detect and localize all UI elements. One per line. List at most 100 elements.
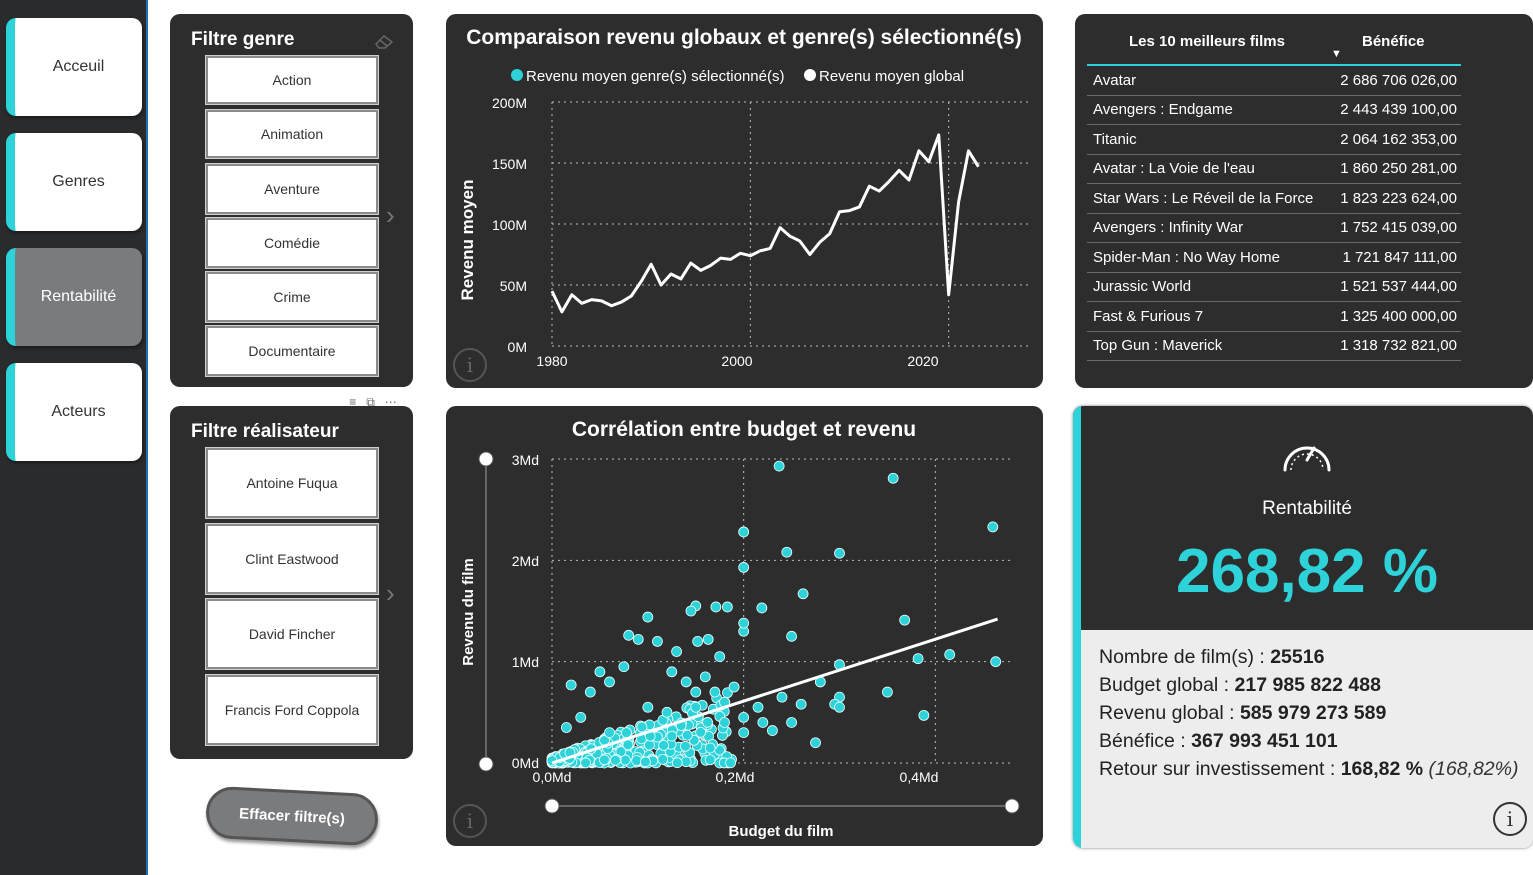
scatter-point[interactable] xyxy=(695,726,707,738)
scatter-point[interactable] xyxy=(610,754,621,766)
scatter-point[interactable] xyxy=(738,727,750,739)
scatter-point[interactable] xyxy=(584,686,596,698)
scatter-point[interactable] xyxy=(738,526,750,538)
series-line-global[interactable] xyxy=(550,133,980,314)
y-range-slider-handle-top[interactable] xyxy=(478,451,494,467)
genre-item-action[interactable]: Action xyxy=(205,55,379,105)
scatter-point[interactable] xyxy=(810,737,821,749)
table-row[interactable]: Top Gun : Maverick 1 318 732 821,00 xyxy=(1087,332,1461,361)
scatter-point[interactable] xyxy=(767,725,778,736)
director-item-clint-eastwood[interactable]: Clint Eastwood xyxy=(205,523,379,595)
scatter-point[interactable] xyxy=(702,633,714,645)
scatter-point[interactable] xyxy=(692,635,704,647)
scatter-point[interactable] xyxy=(725,757,736,769)
table-row[interactable]: Avatar 2 686 706 026,00 xyxy=(1087,66,1461,96)
scatter-point[interactable] xyxy=(776,691,788,703)
nav-button-acceuil[interactable]: Acceuil xyxy=(6,18,142,116)
scatter-point[interactable] xyxy=(887,472,899,484)
info-icon[interactable]: i xyxy=(1493,802,1527,836)
scatter-point[interactable] xyxy=(721,601,733,613)
scatter-point[interactable] xyxy=(666,730,678,742)
sort-desc-icon[interactable]: ▼ xyxy=(1331,48,1342,60)
director-item-francis-ford-coppola[interactable]: Francis Ford Coppola xyxy=(205,674,379,746)
clear-filters-button[interactable]: Effacer filtre(s) xyxy=(204,785,380,847)
y-range-slider-handle-bottom[interactable] xyxy=(478,756,494,772)
scatter-point[interactable] xyxy=(834,547,845,559)
scatter-point[interactable] xyxy=(882,686,893,698)
focus-mode-icon[interactable]: ⧉ xyxy=(366,394,375,409)
chevron-right-icon[interactable]: › xyxy=(386,200,395,230)
scatter-point[interactable] xyxy=(690,686,702,698)
nav-button-rentabilite[interactable]: Rentabilité xyxy=(6,248,142,346)
scatter-point[interactable] xyxy=(657,753,669,765)
scatter-point[interactable] xyxy=(704,754,716,766)
genre-item-comedie[interactable]: Comédie xyxy=(205,217,379,269)
director-item-david-fincher[interactable]: David Fincher xyxy=(205,598,379,670)
scatter-point[interactable] xyxy=(690,701,702,713)
scatter-point[interactable] xyxy=(565,679,577,691)
scatter-point[interactable] xyxy=(699,671,711,683)
genre-item-aventure[interactable]: Aventure xyxy=(205,163,379,215)
scatter-point[interactable] xyxy=(680,740,691,752)
scatter-point[interactable] xyxy=(773,460,785,472)
eraser-icon[interactable] xyxy=(373,32,395,50)
table-row[interactable]: Avengers : Endgame 2 443 439 100,00 xyxy=(1087,96,1461,125)
scatter-point[interactable] xyxy=(644,739,655,751)
scatter-point[interactable] xyxy=(680,676,692,688)
table-row[interactable]: Star Wars : Le Réveil de la Force 1 823 2… xyxy=(1087,184,1461,214)
more-options-icon[interactable]: ⋯ xyxy=(384,395,397,409)
genre-item-documentaire[interactable]: Documentaire xyxy=(205,325,379,377)
scatter-point[interactable] xyxy=(621,727,632,738)
scatter-point[interactable] xyxy=(631,755,643,766)
nav-button-genres[interactable]: Genres xyxy=(6,133,142,231)
chevron-right-icon[interactable]: › xyxy=(386,578,395,608)
table-row[interactable]: Fast & Furious 7 1 325 400 000,00 xyxy=(1087,302,1461,332)
table-row[interactable]: Avatar : La Voie de l'eau 1 860 250 281,0… xyxy=(1087,155,1461,184)
scatter-point[interactable] xyxy=(719,717,730,728)
scatter-point[interactable] xyxy=(681,729,693,741)
scatter-point[interactable] xyxy=(642,611,654,623)
scatter-point[interactable] xyxy=(604,676,615,688)
table-header-film[interactable]: Les 10 meilleurs films xyxy=(1129,33,1285,50)
scatter-point[interactable] xyxy=(738,562,750,573)
scatter-point[interactable] xyxy=(639,756,651,768)
scatter-point[interactable] xyxy=(658,739,669,751)
scatter-point[interactable] xyxy=(710,601,722,613)
scatter-point[interactable] xyxy=(990,656,1002,668)
scatter-point[interactable] xyxy=(899,614,911,626)
scatter-point[interactable] xyxy=(671,757,683,769)
scatter-point[interactable] xyxy=(618,661,630,673)
scatter-point[interactable] xyxy=(560,722,572,733)
scatter-point[interactable] xyxy=(752,701,764,713)
filter-icon[interactable]: ≡ xyxy=(349,395,357,409)
director-item-antoine-fuqua[interactable]: Antoine Fuqua xyxy=(205,447,379,519)
scatter-point[interactable] xyxy=(594,666,606,678)
table-row[interactable]: Spider-Man : No Way Home 1 721 847 111,00 xyxy=(1087,243,1461,273)
scatter-point[interactable] xyxy=(757,717,769,728)
scatter-point[interactable] xyxy=(756,602,768,614)
scatter-point[interactable] xyxy=(661,706,673,718)
scatter-point[interactable] xyxy=(632,633,644,645)
scatter-point[interactable] xyxy=(671,646,682,657)
scatter-point[interactable] xyxy=(918,709,930,721)
scatter-point[interactable] xyxy=(738,617,750,629)
info-icon[interactable]: i xyxy=(453,804,487,838)
scatter-point[interactable] xyxy=(912,653,924,665)
scatter-point[interactable] xyxy=(652,635,663,647)
scatter-point[interactable] xyxy=(834,701,845,713)
scatter-point[interactable] xyxy=(781,546,793,558)
scatter-point[interactable] xyxy=(795,698,807,710)
scatter-point[interactable] xyxy=(580,757,592,769)
table-header-benefice[interactable]: Bénéfice xyxy=(1362,33,1425,50)
scatter-point[interactable] xyxy=(738,711,750,723)
scatter-point[interactable] xyxy=(598,754,610,766)
scatter-point[interactable] xyxy=(642,701,654,713)
scatter-point[interactable] xyxy=(786,717,797,728)
scatter-point[interactable] xyxy=(575,711,587,723)
scatter-point[interactable] xyxy=(987,521,999,533)
scatter-point[interactable] xyxy=(685,605,697,617)
scatter-point[interactable] xyxy=(797,588,809,600)
x-range-slider-handle-left[interactable] xyxy=(544,798,560,814)
scatter-point[interactable] xyxy=(636,721,648,733)
scatter-point[interactable] xyxy=(704,742,716,754)
